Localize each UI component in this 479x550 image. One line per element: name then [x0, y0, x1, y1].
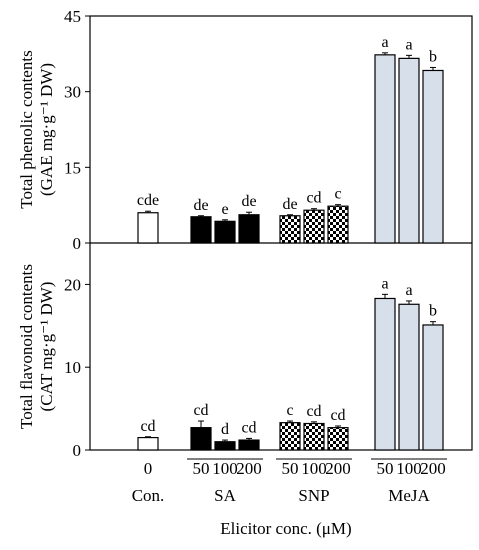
group-label: MeJA — [388, 486, 430, 505]
group-label: SA — [214, 486, 236, 505]
significance-letter: e — [221, 201, 228, 218]
x-tick-label: 200 — [420, 459, 446, 478]
significance-letter: c — [286, 402, 293, 419]
bar — [303, 422, 325, 451]
y-tick-label: 15 — [64, 158, 81, 177]
group-label: SNP — [298, 486, 329, 505]
bar — [327, 205, 349, 244]
bar — [422, 69, 444, 244]
bar — [374, 54, 396, 244]
bar — [398, 303, 420, 451]
y-tick-label: 0 — [73, 234, 82, 253]
x-tick-label: 200 — [236, 459, 262, 478]
significance-letter: b — [429, 48, 437, 65]
bar — [137, 212, 159, 244]
bar — [238, 214, 260, 244]
bar — [190, 427, 212, 451]
y-axis-label-line1: Total flavonoid contents — [17, 264, 36, 429]
bar — [398, 57, 420, 244]
x-tick-label: 200 — [325, 459, 351, 478]
significance-letter: cd — [306, 190, 321, 207]
bar — [214, 441, 236, 451]
y-tick-label: 45 — [64, 7, 81, 26]
significance-letter: cd — [330, 407, 345, 424]
y-tick-label: 10 — [64, 358, 81, 377]
bar — [374, 297, 396, 451]
bar — [190, 216, 212, 244]
group-label: Con. — [132, 486, 165, 505]
significance-letter: de — [282, 196, 297, 213]
x-tick-label: 50 — [193, 459, 210, 478]
bar — [279, 215, 301, 244]
x-tick-label: 0 — [144, 459, 153, 478]
x-tick-label: 50 — [282, 459, 299, 478]
y-tick-label: 0 — [73, 441, 82, 460]
bar — [327, 427, 349, 451]
significance-letter: a — [405, 36, 412, 53]
x-tick-label: 100 — [396, 459, 422, 478]
significance-letter: cd — [306, 403, 321, 420]
x-tick-label: 100 — [212, 459, 238, 478]
x-tick-label: 50 — [377, 459, 394, 478]
bar — [303, 209, 325, 244]
x-axis-label: Elicitor conc. (μM) — [220, 519, 351, 538]
y-tick-label: 20 — [64, 275, 81, 294]
y-axis-label-line1: Total phenolic contents — [17, 50, 36, 208]
significance-letter: cd — [193, 402, 208, 419]
significance-letter: a — [381, 275, 388, 292]
significance-letter: c — [334, 186, 341, 203]
significance-letter: de — [193, 197, 208, 214]
bar — [279, 422, 301, 451]
significance-letter: de — [241, 193, 256, 210]
significance-letter: a — [381, 34, 388, 51]
significance-letter: a — [405, 282, 412, 299]
bar — [422, 324, 444, 451]
significance-letter: cd — [241, 419, 256, 436]
significance-letter: cd — [140, 418, 155, 435]
x-tick-label: 100 — [301, 459, 327, 478]
significance-letter: d — [221, 421, 229, 438]
bar — [238, 439, 260, 451]
bar — [137, 436, 159, 451]
y-axis-label-line2: (GAE mg·g⁻¹ DW) — [37, 63, 56, 196]
significance-letter: cde — [137, 192, 159, 209]
y-axis-label-line2: (CAT mg·g⁻¹ DW) — [37, 282, 56, 412]
significance-letter: b — [429, 303, 437, 320]
y-tick-label: 30 — [64, 83, 81, 102]
bar — [214, 220, 236, 244]
